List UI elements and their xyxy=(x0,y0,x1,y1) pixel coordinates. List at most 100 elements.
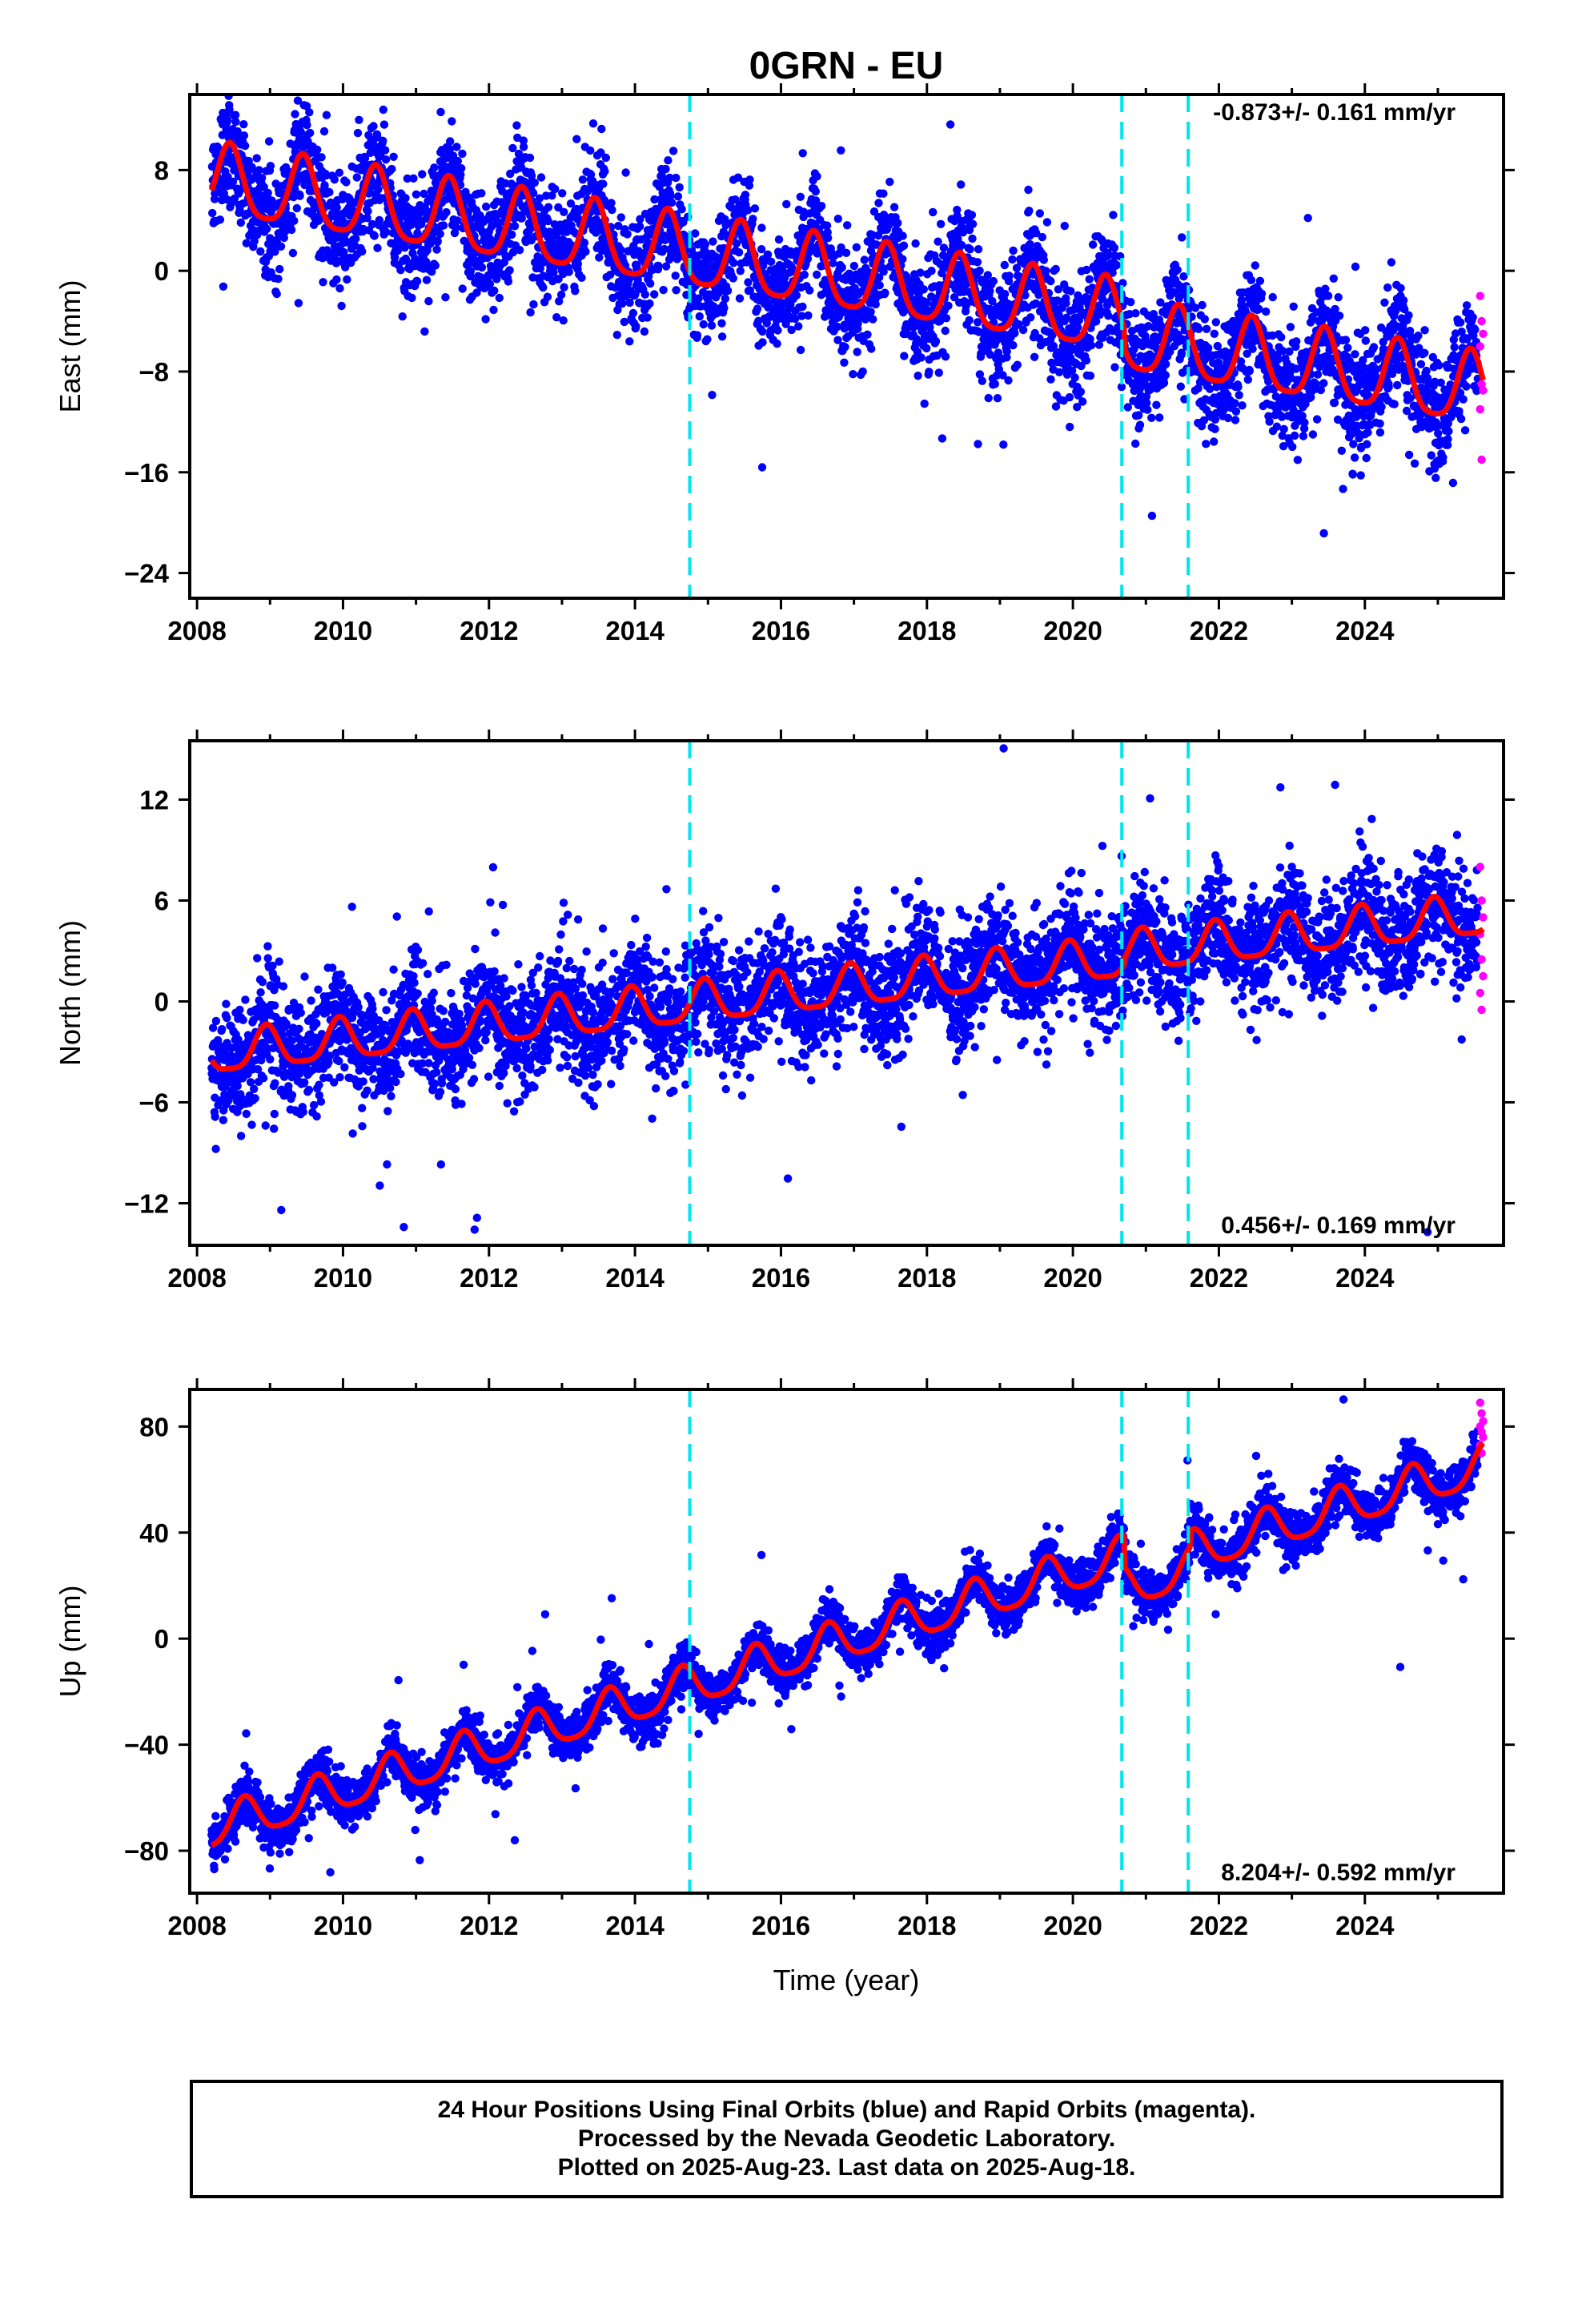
final-orbit-point xyxy=(1082,356,1091,365)
final-orbit-point xyxy=(1018,325,1028,335)
final-orbit-point xyxy=(401,194,410,203)
final-orbit-point xyxy=(717,332,727,341)
final-orbit-point xyxy=(811,187,820,196)
final-orbit-point xyxy=(965,316,974,325)
final-orbit-point xyxy=(588,119,598,128)
final-orbit-point xyxy=(1046,375,1055,384)
final-orbit-point xyxy=(640,249,648,258)
final-orbit-point xyxy=(792,291,801,300)
final-orbit-point xyxy=(358,247,367,256)
final-orbit-point xyxy=(1155,413,1164,422)
final-orbit-point xyxy=(536,173,546,182)
final-orbit-point xyxy=(236,1132,246,1140)
final-orbit-point xyxy=(274,275,283,283)
final-orbit-point xyxy=(436,229,444,239)
final-orbit-point xyxy=(1439,453,1447,462)
final-orbit-point xyxy=(456,171,465,179)
y-tick-label: 8 xyxy=(155,155,169,185)
final-orbit-point xyxy=(1152,400,1161,409)
final-orbit-point xyxy=(858,367,867,376)
final-orbit-point xyxy=(476,211,484,220)
final-orbit-point xyxy=(999,440,1008,449)
final-orbit-point xyxy=(291,110,299,119)
final-orbit-point xyxy=(763,250,773,259)
final-orbit-point xyxy=(560,207,568,216)
final-orbit-point xyxy=(331,259,341,267)
y-tick-label: −16 xyxy=(124,458,169,488)
final-orbit-point xyxy=(1396,283,1405,292)
final-orbit-point xyxy=(256,247,265,256)
final-orbit-point xyxy=(1176,382,1186,391)
final-orbit-point xyxy=(355,115,363,124)
final-orbit-point xyxy=(571,287,580,296)
final-orbit-point xyxy=(1147,511,1157,521)
final-orbit-point xyxy=(1312,415,1322,424)
final-orbit-point xyxy=(548,191,556,200)
final-orbit-point xyxy=(543,292,552,301)
final-orbit-point xyxy=(384,24,392,32)
final-orbit-point xyxy=(319,278,327,287)
final-orbit-point xyxy=(517,214,526,223)
final-orbit-point xyxy=(677,205,686,214)
final-orbit-point xyxy=(541,191,551,200)
final-orbit-point xyxy=(452,143,461,151)
final-orbit-point xyxy=(466,267,476,275)
final-orbit-point xyxy=(664,156,673,165)
final-orbit-point xyxy=(552,313,561,322)
final-orbit-point xyxy=(332,203,341,212)
north-final-orbit-points xyxy=(207,744,1482,1236)
final-orbit-point xyxy=(1035,209,1045,218)
final-orbit-point xyxy=(1110,243,1119,252)
rapid-orbit-point xyxy=(1476,404,1485,414)
final-orbit-point xyxy=(719,227,728,236)
final-orbit-point xyxy=(842,36,850,44)
final-orbit-point xyxy=(424,296,433,306)
final-orbit-point xyxy=(504,277,513,286)
final-orbit-point xyxy=(916,268,925,277)
final-orbit-point xyxy=(559,316,568,325)
final-orbit-point xyxy=(717,319,726,328)
final-orbit-point xyxy=(228,177,238,187)
final-orbit-point xyxy=(481,202,491,211)
final-orbit-point xyxy=(1134,411,1143,420)
final-orbit-point xyxy=(1030,352,1039,361)
final-orbit-point xyxy=(330,175,339,184)
final-orbit-point xyxy=(665,173,674,183)
final-orbit-point xyxy=(773,326,782,335)
east-rate-label: -0.873+/- 0.161 mm/yr xyxy=(1213,99,1456,126)
final-orbit-point xyxy=(898,255,907,263)
final-orbit-point xyxy=(352,173,361,182)
final-orbit-point xyxy=(632,261,641,270)
final-orbit-point xyxy=(800,270,809,279)
final-orbit-point xyxy=(448,151,458,160)
final-orbit-point xyxy=(1000,289,1010,299)
final-orbit-point xyxy=(380,146,390,155)
final-orbit-point xyxy=(1000,260,1010,270)
final-orbit-point xyxy=(936,219,946,228)
final-orbit-point xyxy=(596,148,605,157)
final-orbit-point xyxy=(360,154,370,163)
final-orbit-point xyxy=(500,258,509,267)
final-orbit-point xyxy=(225,105,234,114)
final-orbit-point xyxy=(1450,343,1459,352)
final-orbit-point xyxy=(313,145,322,155)
x-tick-label: 2008 xyxy=(167,616,226,645)
final-orbit-point xyxy=(369,122,378,131)
final-orbit-point xyxy=(1313,370,1323,379)
final-orbit-point xyxy=(1178,233,1186,242)
final-orbit-point xyxy=(1066,422,1074,432)
final-orbit-point xyxy=(564,267,573,276)
final-orbit-point xyxy=(375,215,383,225)
final-orbit-point xyxy=(1161,360,1170,368)
final-orbit-point xyxy=(242,1109,251,1119)
final-orbit-point xyxy=(968,219,978,228)
final-orbit-point xyxy=(1348,470,1358,479)
final-orbit-point xyxy=(508,230,516,239)
final-orbit-point xyxy=(581,247,590,256)
final-orbit-point xyxy=(1009,340,1018,350)
y-tick-label: 0 xyxy=(155,256,169,286)
final-orbit-point xyxy=(527,171,536,180)
final-orbit-point xyxy=(931,337,941,346)
final-orbit-point xyxy=(874,199,883,207)
final-orbit-point xyxy=(400,243,409,252)
